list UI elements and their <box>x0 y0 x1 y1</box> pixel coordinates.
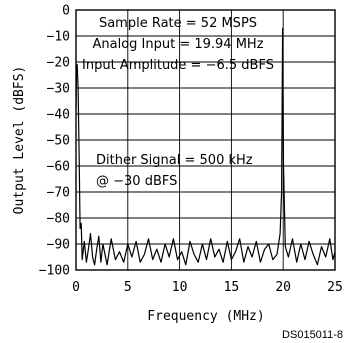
x-tick-label: 25 <box>327 280 343 295</box>
x-tick-label: 5 <box>124 280 132 295</box>
annotation-dither-line2: @ −30 dBFS <box>96 174 177 189</box>
x-tick-label: 10 <box>172 280 188 295</box>
y-tick-label: −50 <box>47 134 70 149</box>
y-tick-label: −70 <box>47 186 70 201</box>
annotation-input-amplitude: Input Amplitude = −6.5 dBFS <box>82 58 274 73</box>
y-tick-label: −10 <box>47 30 70 45</box>
annotation-sample-rate: Sample Rate = 52 MSPS <box>99 16 257 31</box>
annotation-analog-input: Analog Input = 19.94 MHz <box>92 37 263 52</box>
x-tick-label: 20 <box>275 280 291 295</box>
x-axis-label: Frequency (MHz) <box>147 309 264 324</box>
y-tick-label: −20 <box>47 56 70 71</box>
x-tick-label: 15 <box>224 280 240 295</box>
annotation-dither-line1: Dither Signal = 500 kHz <box>96 153 253 168</box>
y-tick-label: 0 <box>62 4 70 19</box>
x-tick-label: 0 <box>72 280 80 295</box>
series-line-output-level <box>75 27 336 266</box>
y-axis-label: Output Level (dBFS) <box>12 66 27 215</box>
y-tick-label: −40 <box>47 108 70 123</box>
y-tick-label: −60 <box>47 160 70 175</box>
y-tick-label: −100 <box>39 264 70 279</box>
y-tick-label: −30 <box>47 82 70 97</box>
y-tick-label: −80 <box>47 212 70 227</box>
document-id: DS015011-8 <box>282 329 343 341</box>
plot-frame <box>75 9 336 271</box>
tick-labels: 0 5 10 15 20 25 0 −10 −20 −30 −40 −50 −60 −70 −80 −90 −1… <box>39 4 343 296</box>
y-tick-label: −90 <box>47 238 70 253</box>
